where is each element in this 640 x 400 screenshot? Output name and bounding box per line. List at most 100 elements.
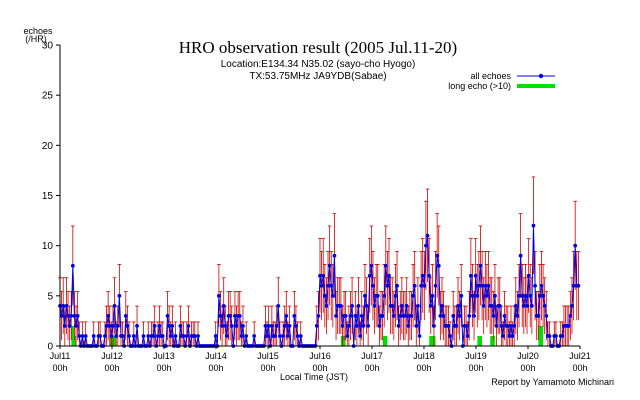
all-echoes-point: [395, 283, 399, 288]
all-echoes-point: [192, 334, 197, 338]
all-echoes-point: [509, 324, 513, 328]
all-echoes-point: [114, 334, 119, 338]
long-echo-bar: [478, 335, 482, 346]
all-echoes-point: [375, 293, 380, 298]
all-echoes-point: [483, 283, 488, 288]
long-echo-bar: [72, 335, 76, 346]
all-echoes-point: [168, 334, 173, 338]
all-echoes-point: [377, 324, 382, 328]
long-echo-bar: [113, 335, 117, 346]
x-tick-label-day: Jul18: [413, 351, 435, 361]
all-echoes-point: [480, 283, 484, 288]
y-tick-label: 15: [42, 191, 54, 202]
x-tick-label-day: Jul17: [361, 351, 383, 361]
all-echoes-point: [225, 334, 229, 338]
all-echoes-point: [239, 334, 244, 338]
all-echoes-point: [372, 303, 377, 308]
all-echoes-point: [170, 324, 175, 328]
long-echo-bar: [71, 325, 75, 346]
all-echoes-point: [501, 334, 505, 338]
all-echoes-point: [459, 293, 464, 298]
all-echoes-point: [486, 283, 491, 288]
all-echoes-point: [416, 303, 420, 308]
legend-swatch-long-echo: [517, 84, 555, 88]
all-echoes-point: [385, 283, 390, 288]
all-echoes-point: [141, 334, 146, 338]
all-echoes-point: [284, 314, 289, 318]
all-echoes-point: [428, 303, 433, 308]
all-echoes-point: [571, 283, 576, 288]
all-echoes-line: [59, 225, 579, 347]
all-echoes-point: [274, 324, 279, 328]
all-echoes-point: [64, 303, 69, 308]
x-tick-label-day: Jul20: [517, 351, 539, 361]
all-echoes-point: [393, 293, 398, 298]
all-echoes-point: [273, 334, 277, 338]
all-echoes-point: [412, 283, 417, 288]
all-echoes-point: [472, 314, 476, 318]
all-echoes-point: [266, 324, 271, 328]
x-tick-label-day: Jul19: [465, 351, 487, 361]
all-echoes-point: [120, 334, 125, 338]
x-tick-label-day: Jul21: [569, 351, 591, 361]
all-echoes-point: [265, 334, 269, 338]
all-echoes-point: [103, 334, 107, 338]
chart-transmitter: TX:53.75MHz JA9YDB(Sabae): [249, 71, 386, 82]
all-echoes-points: [58, 223, 581, 348]
all-echoes-point: [70, 263, 75, 268]
all-echoes-point: [566, 324, 571, 328]
all-echoes-point: [186, 324, 191, 328]
x-axis-ticks: Jul11 00h Jul12 00h Jul13 00h Jul14 00h Jul15 00h…: [50, 346, 591, 373]
all-echoes-point: [425, 233, 430, 238]
y-tick-label: 0: [47, 342, 53, 353]
all-echoes-point: [481, 303, 486, 308]
all-echoes-point: [109, 334, 114, 338]
long-echo-bar: [382, 335, 386, 346]
all-echoes-point: [361, 324, 366, 328]
all-echoes-point: [66, 314, 70, 318]
all-echoes-point: [399, 303, 404, 308]
all-echoes-point: [499, 324, 504, 328]
all-echoes-point: [314, 324, 319, 328]
long-echo-bar: [490, 335, 494, 346]
all-echoes-point: [83, 334, 88, 338]
all-echoes-point: [241, 324, 245, 328]
all-echoes-point: [329, 283, 334, 288]
all-echoes-point: [513, 303, 518, 308]
all-echoes-point: [364, 303, 369, 308]
all-echoes-point: [510, 334, 515, 338]
all-echoes-point: [382, 293, 387, 298]
all-echoes-point: [350, 303, 354, 308]
all-echoes-point: [213, 334, 218, 338]
all-echoes-point: [75, 314, 80, 318]
all-echoes-point: [387, 273, 391, 278]
all-echoes-point: [464, 324, 468, 328]
all-echoes-point: [252, 334, 257, 338]
y-tick-label: 25: [42, 91, 54, 102]
all-echoes-point: [560, 334, 565, 338]
all-echoes-point: [515, 314, 520, 318]
all-echoes-point: [420, 273, 425, 278]
x-tick-label-time: 00h: [364, 363, 379, 373]
all-echoes-point: [523, 293, 528, 298]
all-echoes-point: [475, 293, 480, 298]
all-echoes-point: [269, 324, 274, 328]
all-echoes-point: [465, 334, 470, 338]
all-echoes-point: [573, 243, 578, 248]
legend: all echoes long echo (>10): [448, 71, 555, 91]
all-echoes-point: [244, 334, 249, 338]
all-echoes-point: [62, 324, 67, 328]
all-echoes-point: [451, 314, 456, 318]
all-echoes-point: [537, 293, 542, 298]
all-echoes-point: [233, 314, 237, 318]
all-echoes-point: [355, 324, 359, 328]
all-echoes-point: [403, 314, 407, 318]
all-echoes-point: [544, 314, 549, 318]
all-echoes-point: [345, 334, 350, 338]
all-echoes-point: [456, 303, 460, 308]
all-echoes-point: [526, 273, 531, 278]
all-echoes-point: [390, 303, 395, 308]
all-echoes-point: [77, 334, 82, 338]
all-echoes-point: [223, 324, 228, 328]
all-echoes-point: [457, 314, 462, 318]
